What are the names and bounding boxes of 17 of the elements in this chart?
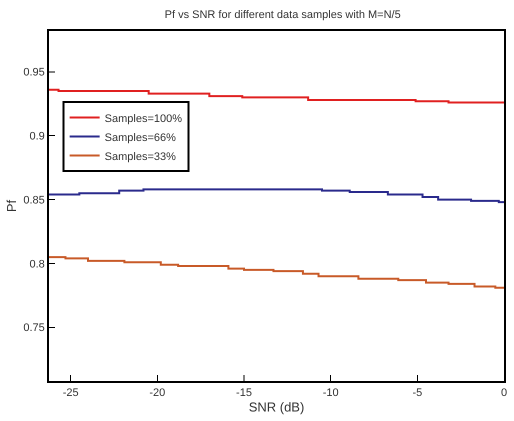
legend-label: Samples=33% — [104, 150, 176, 163]
x-tick-label: -25 — [62, 387, 79, 400]
legend-label: Samples=100% — [104, 112, 182, 125]
x-tick-label: 0 — [500, 387, 508, 400]
y-tick-label: 0.9 — [30, 130, 45, 143]
y-tick-label: 0.8 — [30, 258, 45, 270]
x-tick-label: -5 — [412, 387, 422, 400]
x-axis-title: SNR (dB) — [248, 399, 304, 414]
y-tick-label: 0.95 — [23, 66, 45, 79]
x-tick-label: -15 — [236, 387, 252, 400]
legend-label: Samples=66% — [104, 132, 176, 144]
y-tick-label: 0.75 — [23, 322, 45, 334]
x-tick-label: -20 — [149, 387, 166, 400]
x-tick-label: -10 — [322, 387, 339, 400]
chart-title: Pf vs SNR for different data samples with M=N/5 — [164, 9, 401, 22]
y-axis-title: Pf — [4, 199, 19, 212]
y-tick-label: 0.85 — [23, 194, 45, 206]
